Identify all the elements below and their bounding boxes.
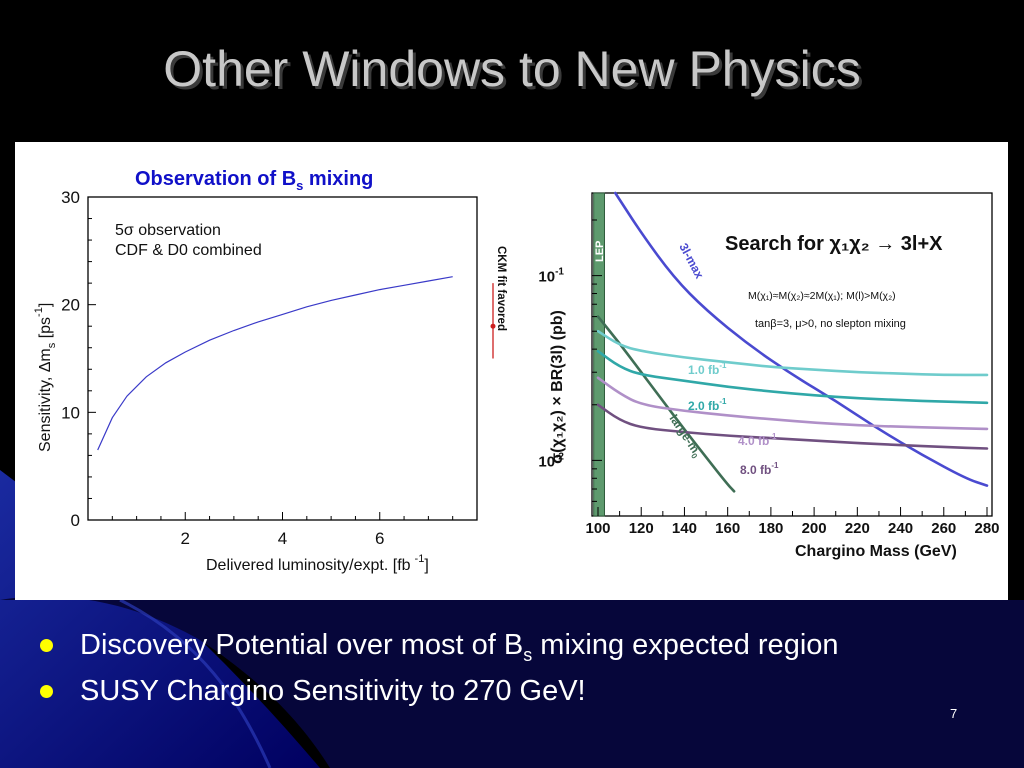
bs-x-tick-label: 6 [375,529,384,548]
chargino-x-tick-label: 240 [888,520,913,537]
chargino-x-tick-label: 200 [802,520,827,537]
chargino-x-axis-label: Chargino Mass (GeV) [795,543,957,560]
bullet-item: SUSY Chargino Sensitivity to 270 GeV! [38,668,998,714]
curve-label-8fb: 8.0 fb-1 [740,461,779,477]
lep-label: LEP [594,241,606,262]
curve-label-1fb: 1.0 fb-1 [688,361,727,377]
chargino-parameter-conditions: tanβ=3, μ>0, no slepton mixing [755,318,906,330]
bs-annotation-combined: CDF & D0 combined [115,242,262,259]
bs-y-tick-label: 30 [61,188,80,207]
figure-svg: Observation of Bs mixing 2 4 6 0 10 20 30 5σ o… [33,168,1000,574]
bs-y-tick-label: 10 [61,403,80,422]
chargino-plot-title: Search for χ₁χ₂ → 3l+X [725,233,943,255]
chargino-x-tick-label: 220 [845,520,870,537]
bullet-dot-icon [40,685,53,698]
page-number: 7 [950,706,958,721]
bs-annotation-observation: 5σ observation [115,222,221,239]
bullet-text: SUSY Chargino Sensitivity to 270 GeV! [80,675,586,707]
chargino-x-tick-label: 280 [974,520,999,537]
ckm-label: CKM fit favored [495,246,507,331]
bs-sensitivity-curve [97,276,453,451]
chargino-curves [596,191,989,493]
chargino-x-tick-label: 180 [758,520,783,537]
bs-x-tick-label: 2 [181,529,190,548]
chargino-x-tick-label: 260 [931,520,956,537]
curve-2-0-fb-1 [596,349,989,405]
curve-4-0-fb-1 [596,376,989,431]
ckm-favored-marker [490,323,496,329]
curve-large-m0 [596,315,736,493]
bs-plot-title: Observation of Bs mixing [135,168,373,193]
bs-mixing-plot: Observation of Bs mixing 2 4 6 0 10 20 30 5σ o… [33,168,507,574]
chargino-x-tick-label: 160 [715,520,740,537]
chargino-x-tick-label: 140 [672,520,697,537]
bullet-dot-icon [40,639,53,652]
bs-y-axis-label: Sensitivity, Δms [ps-1] [33,303,58,452]
curve-label-2fb: 2.0 fb-1 [688,397,727,413]
chargino-x-tick-label: 120 [629,520,654,537]
slide-title: Other Windows to New Physics [163,41,861,97]
chargino-x-tick-label: 100 [585,520,610,537]
bs-y-tick-label: 0 [71,511,80,530]
chargino-y-axis-label: σ(χ₁χ₂) × BR(3l) (pb) [549,310,566,464]
curve-1-0-fb-1 [596,329,989,377]
chargino-mass-conditions: M(χ₁)≈M(χ₂)≈2M(χ₁); M(l)>M(χ₂) [748,290,896,302]
curve-label-4fb: 4.0 fb-1 [738,432,777,448]
curve-label-large-m0: large-m0 [665,412,705,461]
bs-plot-ticks: 2 4 6 0 10 20 30 [61,188,454,548]
bullet-item: Discovery Potential over most of Bs mixi… [38,622,998,668]
chargino-search-plot: LEP 100 120 140 160 180 200 220 240 260 28010-110… [538,191,1000,560]
figure-panel: Observation of Bs mixing 2 4 6 0 10 20 30 5σ o… [15,142,1008,600]
bs-y-tick-label: 20 [61,296,80,315]
bs-x-tick-label: 4 [278,529,287,548]
bullet-list: Discovery Potential over most of Bs mixi… [38,622,998,714]
curve-label-3l-max: 3l-max [676,241,706,281]
curve-8-0-fb-1 [596,403,989,450]
bs-x-axis-label: Delivered luminosity/expt. [fb -1] [206,553,429,574]
bullet-text: Discovery Potential over most of Bs mixi… [80,629,839,665]
curve-3l-max [614,191,989,487]
chargino-y-tick-label: 10-1 [538,267,564,286]
